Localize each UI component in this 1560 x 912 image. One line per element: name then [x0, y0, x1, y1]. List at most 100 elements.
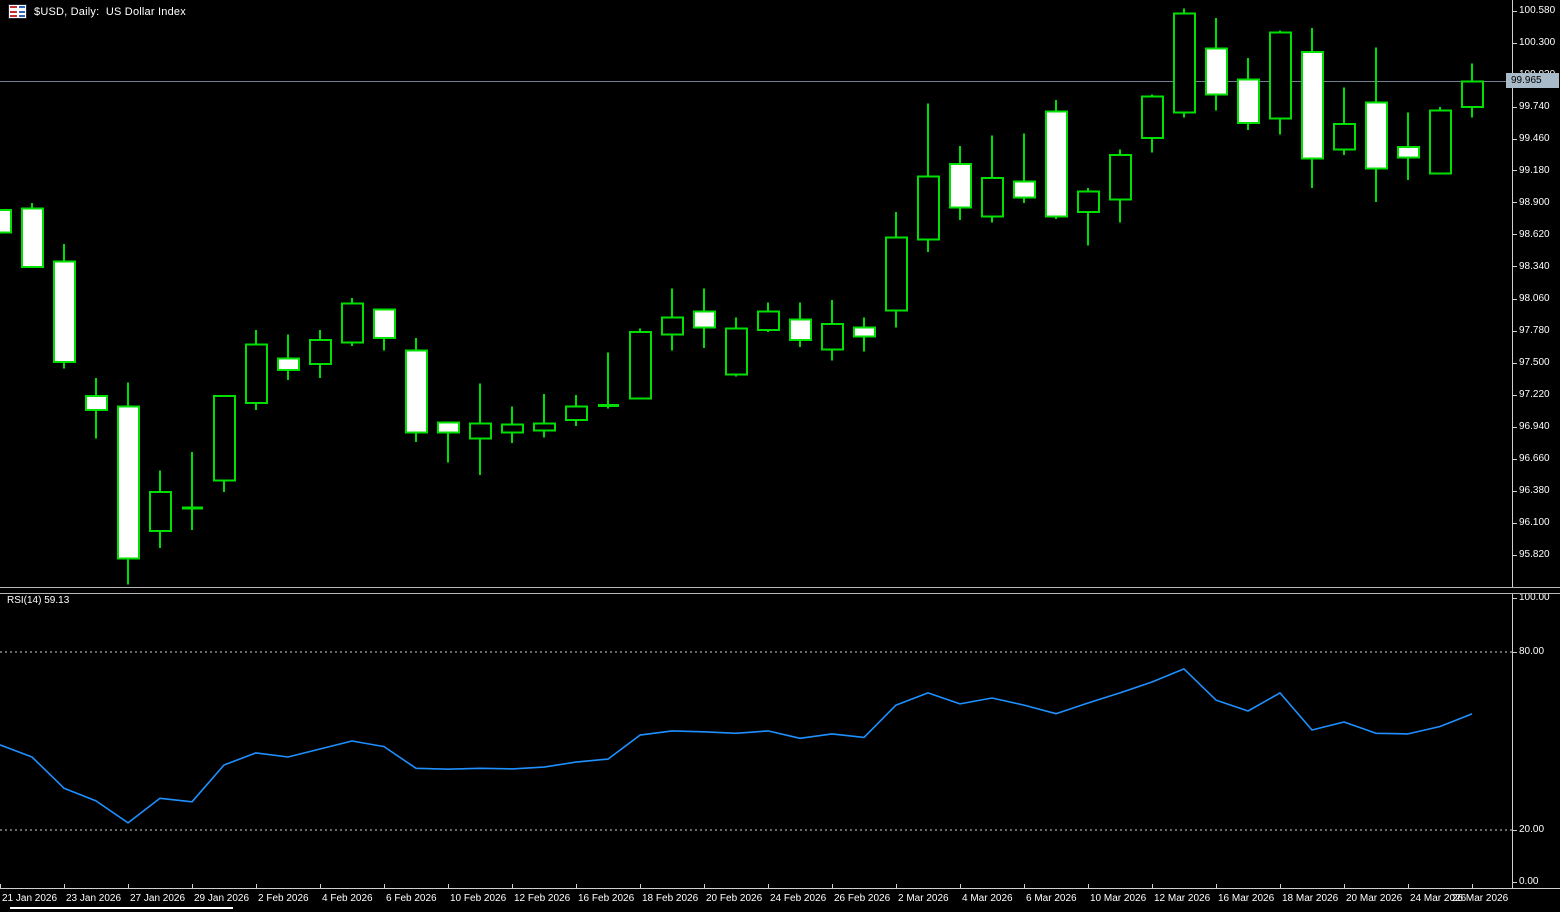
- candle: [373, 308, 396, 351]
- date-axis-tick: [1088, 884, 1089, 889]
- date-axis-tick: [1152, 884, 1153, 889]
- price-axis-label: 97.220: [1519, 389, 1550, 400]
- bear-candle-body: [21, 207, 44, 268]
- price-axis-label: 99.180: [1519, 165, 1550, 176]
- date-axis-label: 2 Feb 2026: [258, 893, 309, 904]
- price-axis-tick: [1512, 395, 1517, 396]
- date-axis-tick: [320, 884, 321, 889]
- date-axis-tick: [640, 884, 641, 889]
- bull-candle-body: [309, 339, 332, 366]
- price-axis-tick: [1512, 266, 1517, 267]
- bull-candle-body: [245, 343, 268, 405]
- price-axis-tick: [1512, 11, 1517, 12]
- bear-candle-body: [853, 326, 876, 338]
- date-axis-tick: [704, 884, 705, 889]
- price-axis-label: 98.900: [1519, 197, 1550, 208]
- candle: [789, 302, 812, 347]
- rsi-axis-tick: [1512, 652, 1517, 653]
- bull-candle-body: [757, 310, 780, 331]
- price-axis-label: 97.780: [1519, 325, 1550, 336]
- candle: [405, 337, 428, 442]
- date-axis-label: 10 Mar 2026: [1090, 893, 1147, 904]
- candle: [21, 203, 44, 268]
- bear-candle-body: [1013, 180, 1036, 199]
- chart-scrollbar-thumb[interactable]: [10, 907, 233, 909]
- bull-candle-body: [501, 423, 524, 434]
- candle: [277, 334, 300, 381]
- date-axis-label: 12 Feb 2026: [514, 893, 571, 904]
- candle: [725, 317, 748, 377]
- date-axis-tick: [1408, 884, 1409, 889]
- price-axis-tick: [1512, 331, 1517, 332]
- bull-candle-body: [469, 422, 492, 440]
- date-axis-label: 12 Mar 2026: [1154, 893, 1211, 904]
- price-axis-label: 97.500: [1519, 357, 1550, 368]
- date-axis-tick: [384, 884, 385, 889]
- date-axis-label: 24 Mar 2026: [1410, 893, 1467, 904]
- bear-candle-body: [1397, 146, 1420, 159]
- bear-candle-body: [373, 308, 396, 339]
- bull-candle-body: [917, 175, 940, 241]
- date-axis-label: 29 Jan 2026: [194, 893, 250, 904]
- date-axis-tick: [1216, 884, 1217, 889]
- date-axis-tick: [1344, 884, 1345, 889]
- bear-candle-body: [1237, 78, 1260, 124]
- price-axis-label: 99.460: [1519, 133, 1550, 144]
- date-axis-tick: [768, 884, 769, 889]
- date-axis-label: 10 Feb 2026: [450, 893, 507, 904]
- bull-candle-body: [213, 395, 236, 482]
- price-axis-tick: [1512, 139, 1517, 140]
- bull-candle-body: [533, 422, 556, 432]
- candle: [629, 328, 652, 400]
- candle: [917, 103, 940, 253]
- candle: [661, 288, 684, 351]
- price-axis-border: [1512, 0, 1513, 889]
- date-axis-tick: [960, 884, 961, 889]
- bull-candle-body: [1269, 31, 1292, 120]
- bull-candle-body: [149, 491, 172, 532]
- date-axis-label: 4 Feb 2026: [322, 893, 373, 904]
- candle: [533, 393, 556, 438]
- price-axis-label: 98.620: [1519, 229, 1550, 240]
- date-axis-tick: [512, 884, 513, 889]
- candle: [53, 244, 76, 369]
- date-axis-tick: [256, 884, 257, 889]
- date-axis-label: 18 Feb 2026: [642, 893, 699, 904]
- date-axis-tick: [128, 884, 129, 889]
- rsi-axis-label: 20.00: [1519, 824, 1545, 835]
- price-axis-tick: [1512, 299, 1517, 300]
- date-axis-label: 20 Mar 2026: [1346, 893, 1403, 904]
- bear-candle-body: [693, 310, 716, 329]
- date-axis-tick: [1280, 884, 1281, 889]
- date-axis-label: 27 Jan 2026: [130, 893, 186, 904]
- bull-candle-body: [1461, 80, 1484, 108]
- date-axis-border: [0, 888, 1560, 889]
- bull-candle-body: [981, 176, 1004, 218]
- price-chart-canvas[interactable]: [0, 0, 1512, 588]
- date-axis-label: 6 Mar 2026: [1026, 893, 1077, 904]
- date-axis-tick: [1472, 884, 1473, 889]
- candle: [1365, 47, 1388, 202]
- rsi-axis-label: 0.00: [1519, 876, 1539, 887]
- date-axis-tick: [64, 884, 65, 889]
- date-axis-tick: [192, 884, 193, 889]
- date-axis-label: 16 Mar 2026: [1218, 893, 1275, 904]
- candle: [693, 288, 716, 349]
- candle: [1333, 87, 1356, 155]
- candle: [981, 135, 1004, 223]
- price-axis-label: 96.100: [1519, 517, 1550, 528]
- rsi-panel-canvas[interactable]: [0, 592, 1512, 887]
- panel-divider[interactable]: [0, 587, 1560, 594]
- date-axis-label: 4 Mar 2026: [962, 893, 1013, 904]
- candle: [565, 395, 588, 426]
- date-axis-tick: [832, 884, 833, 889]
- rsi-axis-label: 80.00: [1519, 646, 1545, 657]
- price-axis-tick: [1512, 43, 1517, 44]
- bear-candle-body: [405, 349, 428, 434]
- date-axis-label: 2 Mar 2026: [898, 893, 949, 904]
- price-axis-tick: [1512, 234, 1517, 235]
- bull-candle-body: [565, 405, 588, 422]
- candle: [309, 329, 332, 378]
- bear-candle-body: [85, 395, 108, 411]
